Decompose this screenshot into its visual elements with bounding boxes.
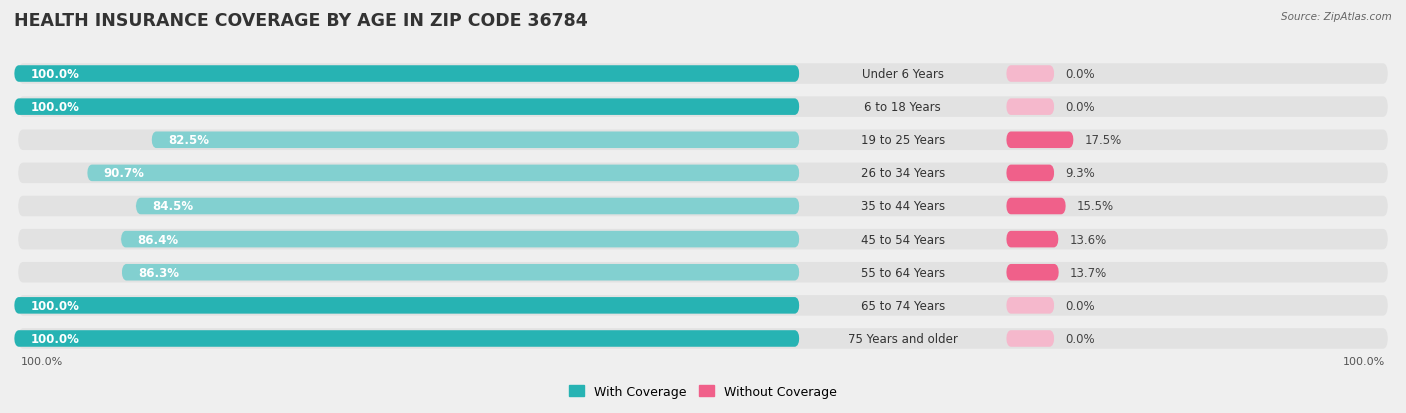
FancyBboxPatch shape [122,264,800,281]
FancyBboxPatch shape [87,165,800,182]
Text: 86.4%: 86.4% [138,233,179,246]
FancyBboxPatch shape [18,130,1388,151]
FancyBboxPatch shape [14,66,800,83]
Text: 84.5%: 84.5% [152,200,194,213]
Text: 100.0%: 100.0% [31,68,80,81]
Text: 0.0%: 0.0% [1066,332,1095,345]
FancyBboxPatch shape [14,330,800,347]
Text: HEALTH INSURANCE COVERAGE BY AGE IN ZIP CODE 36784: HEALTH INSURANCE COVERAGE BY AGE IN ZIP … [14,12,588,30]
Text: 65 to 74 Years: 65 to 74 Years [860,299,945,312]
Text: 55 to 64 Years: 55 to 64 Years [860,266,945,279]
FancyBboxPatch shape [18,64,1388,85]
Text: 6 to 18 Years: 6 to 18 Years [865,101,941,114]
FancyBboxPatch shape [1007,66,1054,83]
Text: 0.0%: 0.0% [1066,299,1095,312]
Text: Source: ZipAtlas.com: Source: ZipAtlas.com [1281,12,1392,22]
Text: 19 to 25 Years: 19 to 25 Years [860,134,945,147]
Text: 35 to 44 Years: 35 to 44 Years [860,200,945,213]
FancyBboxPatch shape [18,97,1388,118]
FancyBboxPatch shape [18,295,1388,316]
Text: 26 to 34 Years: 26 to 34 Years [860,167,945,180]
Text: 100.0%: 100.0% [1343,356,1385,366]
FancyBboxPatch shape [14,297,800,314]
FancyBboxPatch shape [1007,99,1054,116]
Text: 17.5%: 17.5% [1084,134,1122,147]
FancyBboxPatch shape [18,196,1388,217]
FancyBboxPatch shape [1007,231,1059,248]
Text: 0.0%: 0.0% [1066,68,1095,81]
FancyBboxPatch shape [1007,165,1054,182]
Text: 100.0%: 100.0% [31,332,80,345]
Text: 86.3%: 86.3% [138,266,179,279]
FancyBboxPatch shape [121,231,800,248]
FancyBboxPatch shape [18,229,1388,250]
Text: 90.7%: 90.7% [104,167,145,180]
FancyBboxPatch shape [1007,264,1059,281]
FancyBboxPatch shape [14,99,800,116]
FancyBboxPatch shape [1007,297,1054,314]
Text: 9.3%: 9.3% [1066,167,1095,180]
FancyBboxPatch shape [1007,330,1054,347]
Text: 100.0%: 100.0% [31,299,80,312]
FancyBboxPatch shape [1007,132,1074,149]
Text: 15.5%: 15.5% [1077,200,1114,213]
FancyBboxPatch shape [18,328,1388,349]
Text: 45 to 54 Years: 45 to 54 Years [860,233,945,246]
Text: 82.5%: 82.5% [169,134,209,147]
Text: 0.0%: 0.0% [1066,101,1095,114]
Text: 75 Years and older: 75 Years and older [848,332,957,345]
FancyBboxPatch shape [136,198,800,215]
FancyBboxPatch shape [1007,198,1066,215]
Text: 100.0%: 100.0% [21,356,63,366]
Text: 13.7%: 13.7% [1070,266,1108,279]
FancyBboxPatch shape [152,132,800,149]
Legend: With Coverage, Without Coverage: With Coverage, Without Coverage [569,385,837,398]
Text: 13.6%: 13.6% [1070,233,1107,246]
Text: 100.0%: 100.0% [31,101,80,114]
FancyBboxPatch shape [18,262,1388,283]
FancyBboxPatch shape [18,163,1388,184]
Text: Under 6 Years: Under 6 Years [862,68,943,81]
